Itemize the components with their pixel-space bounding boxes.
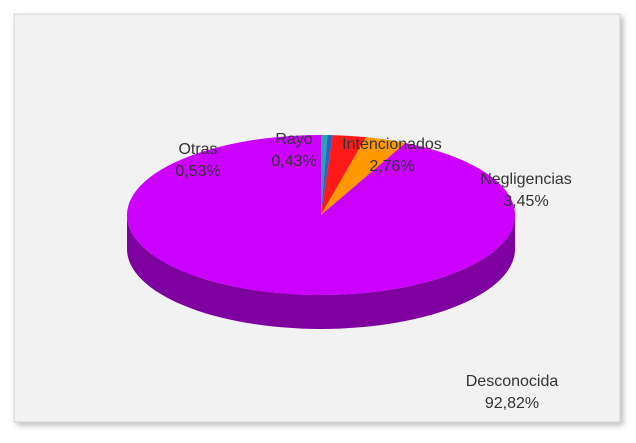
slice-label: Desconocida — [466, 373, 559, 390]
slice-side — [127, 215, 515, 329]
slice-value-label: 0,43% — [271, 153, 316, 170]
slice-value-label: 0,53% — [175, 163, 220, 180]
slice-label: Intencionados — [342, 136, 442, 153]
slice-value-label: 2,76% — [369, 158, 414, 175]
slice — [126, 135, 515, 295]
slice — [321, 135, 366, 215]
slice-value-label: 3,45% — [503, 193, 548, 210]
slice — [321, 135, 333, 215]
slice-label: Rayo — [275, 131, 312, 148]
slice — [321, 137, 406, 215]
slice-value-label: 92,82% — [485, 395, 539, 412]
slice-label: Otras — [178, 141, 217, 158]
slice — [321, 135, 328, 215]
slice-label: Negligencias — [480, 171, 572, 188]
